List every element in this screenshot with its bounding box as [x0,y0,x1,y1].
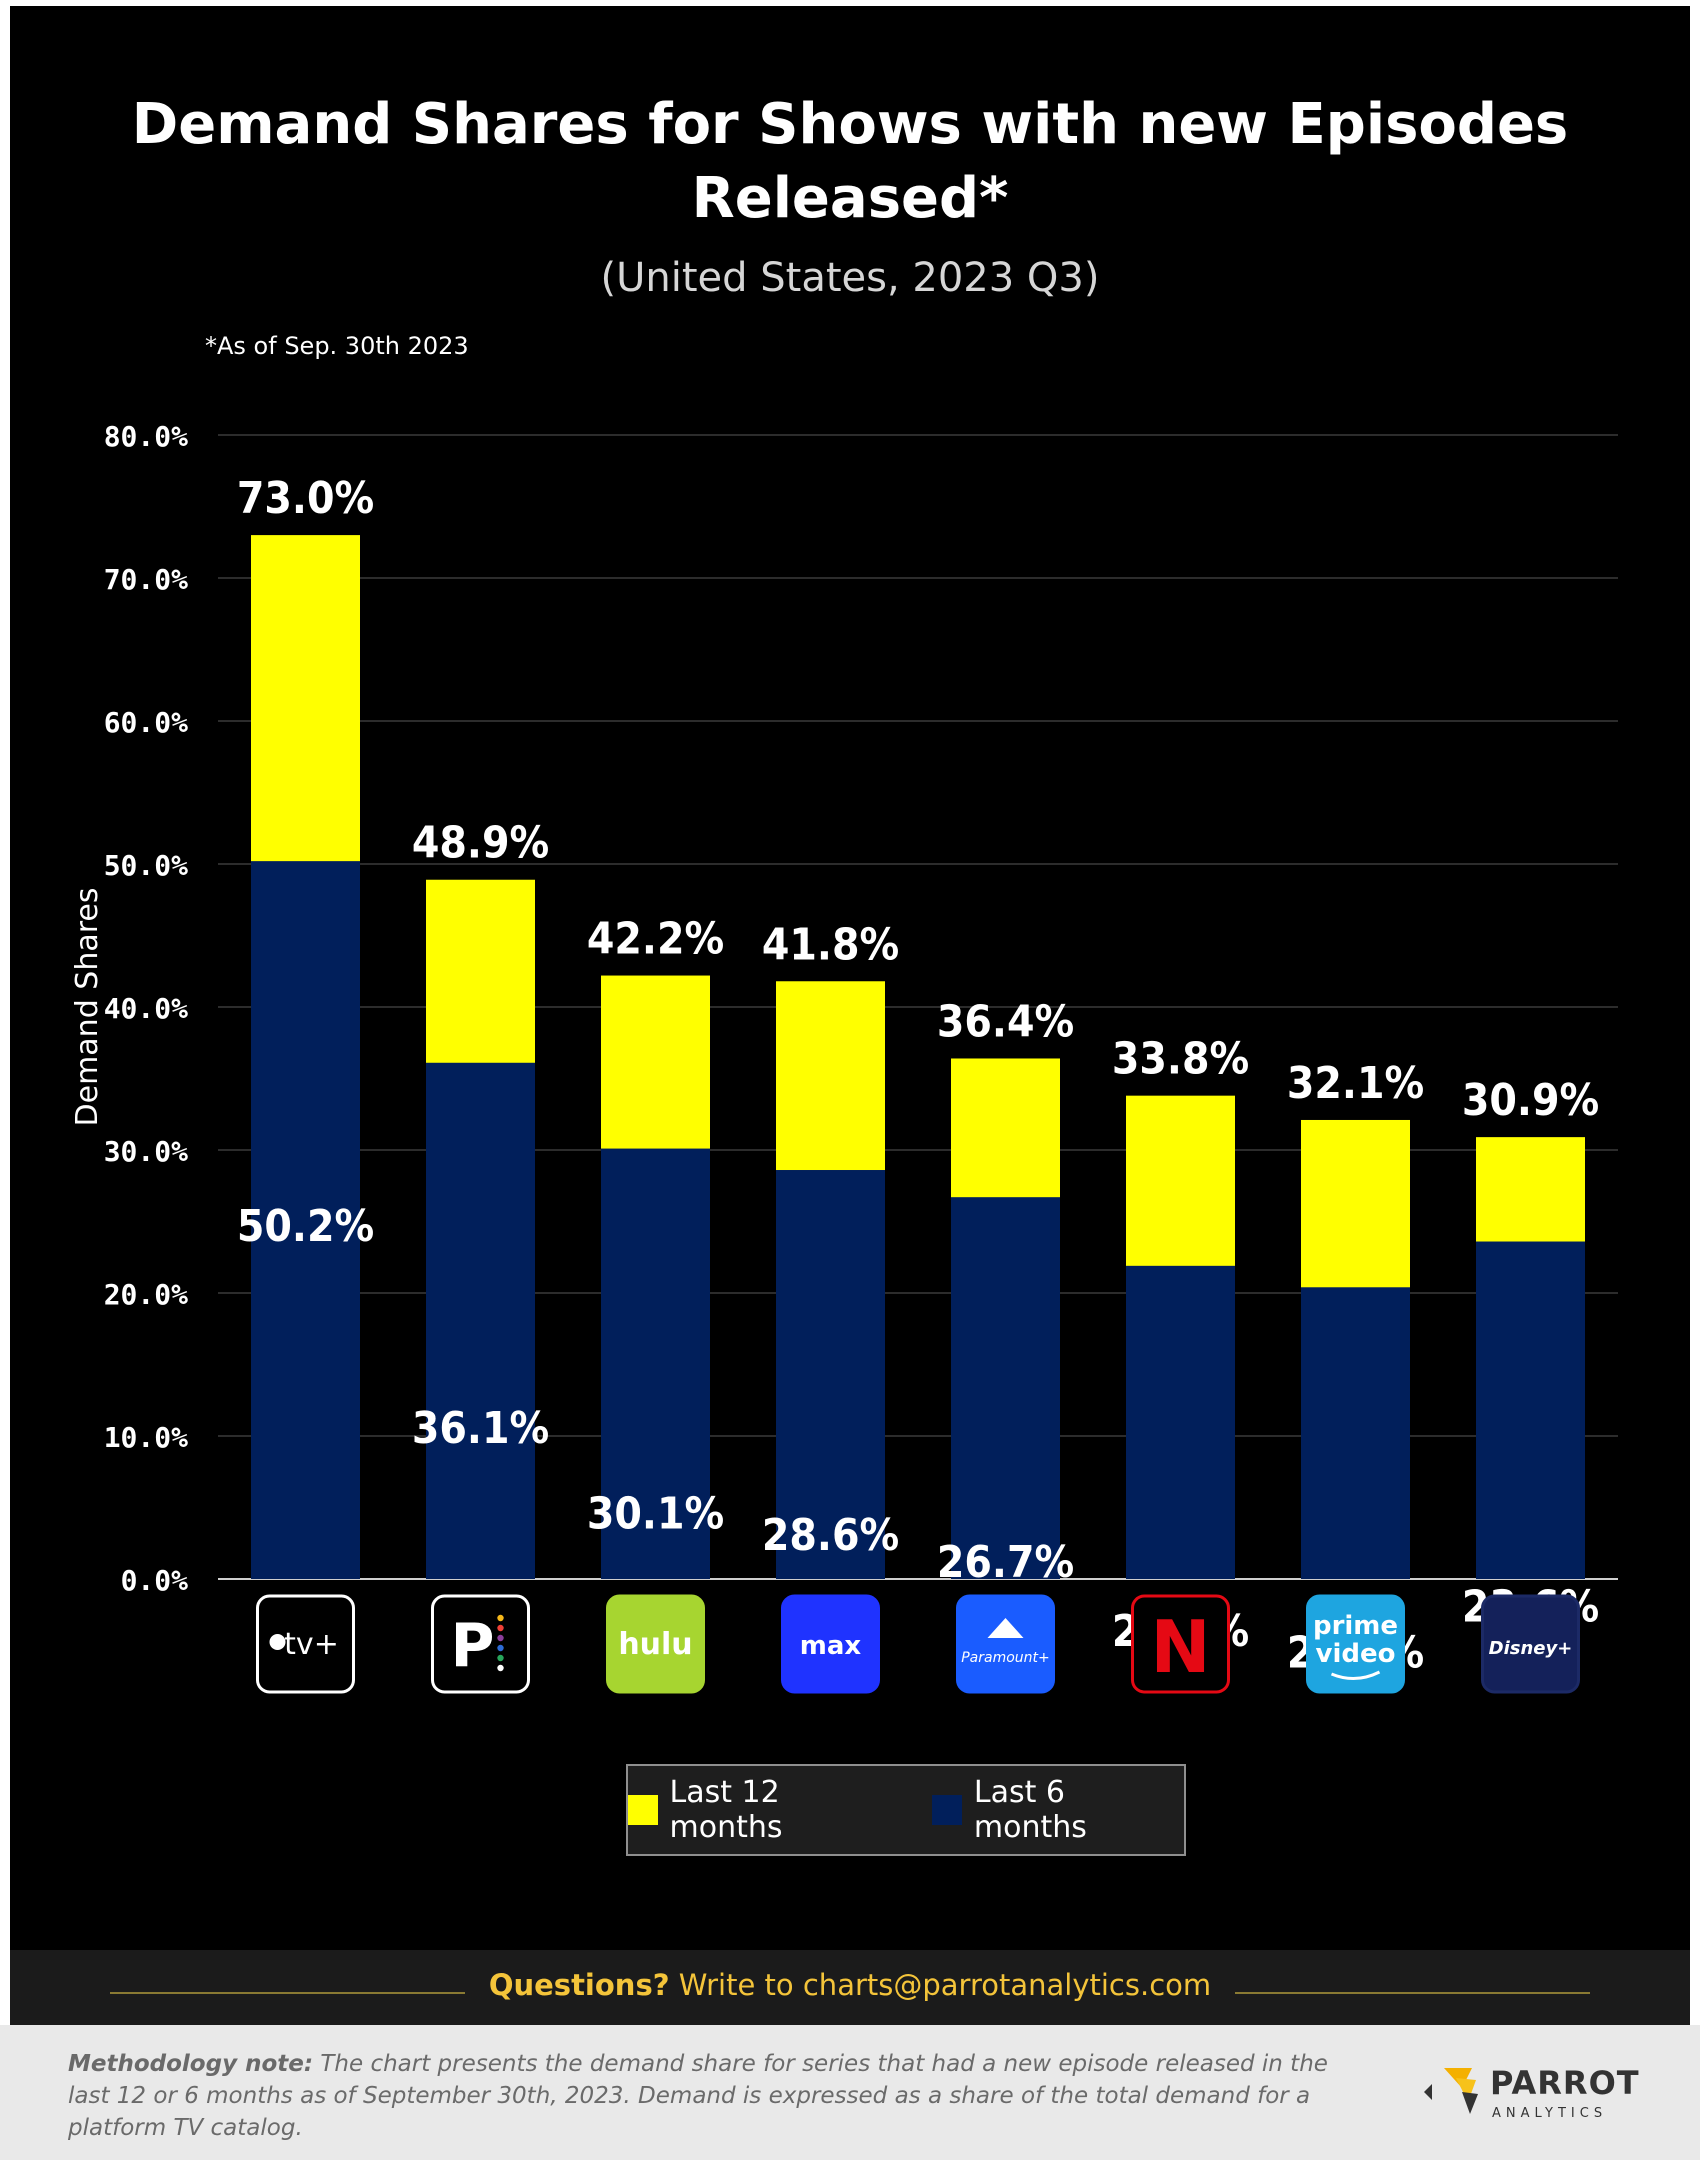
peacock-dot-icon [497,1664,504,1672]
methodology-label: Methodology note: [68,2051,314,2077]
y-tick-label: 20.0% [104,1278,188,1311]
logo-text-prime-video-2: video [1316,1639,1396,1669]
data-label-6-hulu: 30.1% [587,1489,724,1540]
date-note: *As of Sep. 30th 2023 [205,332,469,360]
bar-last-6-months-hulu [601,1148,710,1579]
data-label-12-hulu: 42.2% [587,914,724,965]
peacock-dot-icon [497,1624,504,1632]
y-tick-label: 0.0% [121,1564,189,1597]
data-label-12-apple-tv-: 73.0% [237,473,374,524]
data-label-12-peacock: 48.9% [412,818,549,869]
questions-bold: Questions? [488,1968,670,2002]
logo-subtitle: ANALYTICS [1492,2106,1608,2121]
peacock-dot-icon [497,1634,504,1642]
bar-last-6-months-apple-tv- [251,861,360,1579]
footer-bar [10,1950,1690,2025]
data-label-12-prime-video: 32.1% [1287,1058,1424,1109]
logo-text-paramount-: Paramount+ [961,1650,1050,1666]
y-tick-label: 70.0% [104,563,188,596]
y-tick-label: 30.0% [104,1135,188,1168]
platform-logo-apple-tv--icon [256,1594,355,1694]
footer-divider-left [110,1992,465,1994]
y-axis-label: Demand Shares [70,888,105,1127]
data-label-6-apple-tv-: 50.2% [237,1201,374,1252]
bar-last-6-months-prime-video [1301,1287,1410,1579]
legend-label-12: Last 12 months [669,1775,783,1845]
footer-divider-right [1235,1992,1590,1994]
data-label-6-paramount-: 26.7% [937,1537,1074,1588]
apple-icon [269,1634,286,1650]
platform-logo-paramount--icon [956,1594,1055,1694]
y-tick-label: 40.0% [104,992,188,1025]
legend: Last 12 months Last 6 months [626,1764,1186,1856]
chart-subtitle: (United States, 2023 Q3) [600,255,1100,301]
questions-email[interactable]: Write to charts@parrotanalytics.com [669,1968,1212,2002]
platform-logo-netflix-icon [1131,1594,1230,1694]
legend-label-6: Last 6 months [973,1775,1087,1845]
data-label-12-max: 41.8% [762,919,899,970]
data-label-12-disney-: 30.9% [1462,1075,1599,1126]
logo-text-disney-: Disney+ [1489,1638,1573,1659]
legend-item-last-6-months: Last 6 months [932,1775,1184,1845]
bar-last-6-months-peacock [426,1062,535,1579]
logo-text-max: max [800,1631,862,1661]
logo-text-netflix: N [1150,1605,1210,1689]
data-label-6-max: 28.6% [762,1510,899,1561]
bar-last-6-months-netflix [1126,1265,1235,1579]
chart-title: Demand Shares for Shows with new Episode… [131,92,1569,231]
bar-last-6-months-max [776,1170,885,1579]
y-tick-label: 50.0% [104,849,188,882]
data-label-12-netflix: 33.8% [1112,1034,1249,1085]
platform-logo-prime-video-icon [1306,1594,1405,1694]
legend-item-last-12-months: Last 12 months [628,1775,898,1845]
y-tick-label: 60.0% [104,706,188,739]
logo-text-peacock: P [451,1611,495,1681]
platform-logo-hulu-icon [606,1594,705,1694]
methodology-panel [0,2025,1700,2160]
parrot-logo-icon [1424,2068,1478,2114]
logo-text-prime-video: prime [1313,1611,1398,1641]
methodology-note: Methodology note: The chart presents the… [68,2048,1338,2144]
data-label-6-peacock: 36.1% [412,1403,549,1454]
y-tick-label: 10.0% [104,1421,188,1454]
legend-swatch-yellow [628,1795,658,1825]
legend-swatch-navy [932,1795,962,1825]
y-tick-label: 80.0% [104,420,188,453]
bar-last-6-months-paramount- [951,1197,1060,1579]
methodology-text: The chart presents the demand share for … [68,2051,1328,2141]
bar-chart: 0.0% 10.0% 20.0% 30.0% 40.0% 50.0% 60.0% 70.0% 8… [70,420,1618,1694]
platform-logo-peacock-icon [431,1594,530,1694]
platform-logo-max-icon [781,1594,880,1694]
paramount-mountain-icon [987,1618,1024,1638]
peacock-dot-icon [497,1654,504,1662]
logo-text-hulu: hulu [618,1627,692,1662]
platform-logo-disney--icon [1481,1594,1580,1694]
peacock-dot-icon [497,1614,504,1622]
peacock-dot-icon [497,1644,504,1652]
data-label-12-paramount-: 36.4% [937,996,1074,1047]
questions-line: Questions? Write to charts@parrotanalyti… [0,1968,1700,2002]
logo-name: PARROT [1490,2064,1640,2102]
logo-text-apple-tv-: tv+ [284,1627,339,1662]
amazon-smile-icon [1330,1670,1381,1680]
bar-last-6-months-disney- [1476,1241,1585,1579]
